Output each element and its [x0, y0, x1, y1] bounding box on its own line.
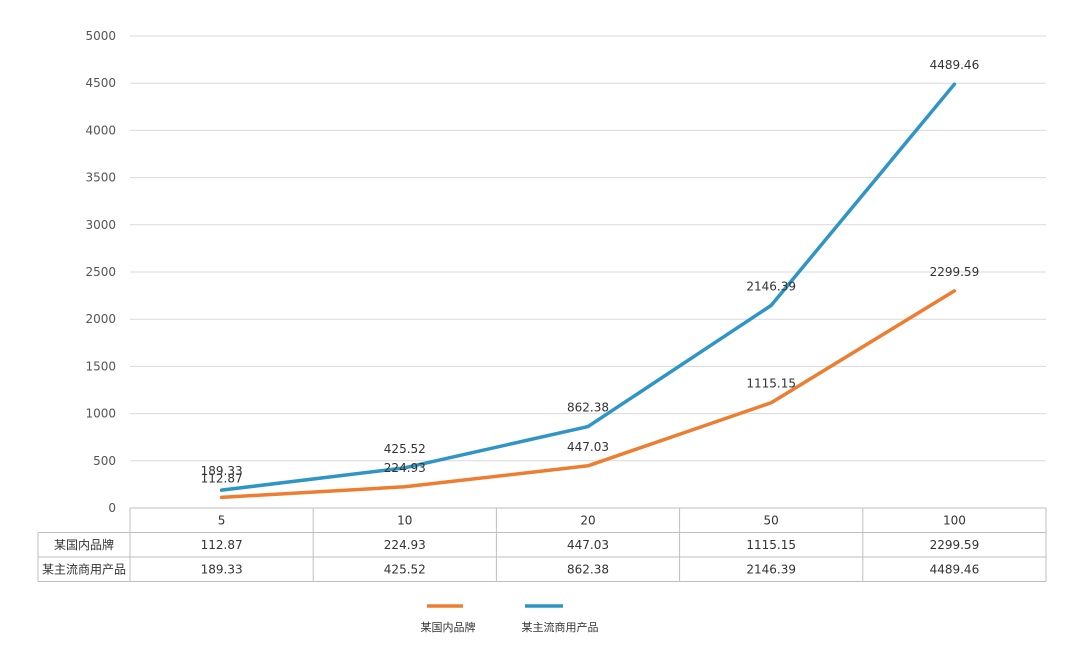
table-cell: 224.93	[384, 538, 426, 552]
table-series-name: 某主流商用产品	[42, 561, 126, 576]
y-tick-label: 4500	[85, 76, 116, 90]
data-label: 425.52	[384, 442, 426, 456]
y-tick-label: 2000	[85, 312, 116, 326]
table-cell: 447.03	[567, 538, 609, 552]
y-tick-label: 4000	[85, 123, 116, 137]
table-cell: 1115.15	[746, 538, 796, 552]
x-tick-label: 5	[218, 513, 226, 527]
table-cell: 2146.39	[746, 562, 796, 576]
series-line	[219, 82, 957, 492]
data-label: 1115.15	[746, 377, 796, 391]
y-tick-label: 1000	[85, 407, 116, 421]
y-tick-label: 3500	[85, 171, 116, 185]
table-cell: 425.52	[384, 562, 426, 576]
x-tick-label: 20	[580, 513, 595, 527]
data-label: 862.38	[567, 401, 609, 415]
data-label: 224.93	[384, 461, 426, 475]
y-tick-label: 1500	[85, 359, 116, 373]
table-cell: 112.87	[201, 538, 243, 552]
table-series-name: 某国内品牌	[54, 538, 114, 552]
y-tick-label: 5000	[85, 29, 116, 43]
data-label: 2146.39	[746, 279, 796, 293]
data-label: 112.87	[201, 471, 243, 485]
series-line	[219, 289, 957, 500]
data-label: 4489.46	[930, 58, 980, 72]
y-tick-label: 3000	[85, 218, 116, 232]
x-tick-label: 10	[397, 513, 412, 527]
y-tick-label: 2500	[85, 265, 116, 279]
data-label: 189.33	[201, 464, 243, 478]
y-tick-label: 500	[93, 454, 116, 468]
legend-label: 某国内品牌	[421, 620, 476, 634]
data-label: 2299.59	[930, 265, 980, 279]
table-cell: 4489.46	[930, 562, 980, 576]
y-tick-label: 0	[108, 501, 116, 515]
table-cell: 189.33	[201, 562, 243, 576]
x-tick-label: 100	[943, 513, 966, 527]
x-tick-label: 50	[764, 513, 779, 527]
table-cell: 862.38	[567, 562, 609, 576]
table-cell: 2299.59	[930, 538, 980, 552]
legend-label: 某主流商用产品	[522, 620, 599, 634]
data-label: 447.03	[567, 440, 609, 454]
